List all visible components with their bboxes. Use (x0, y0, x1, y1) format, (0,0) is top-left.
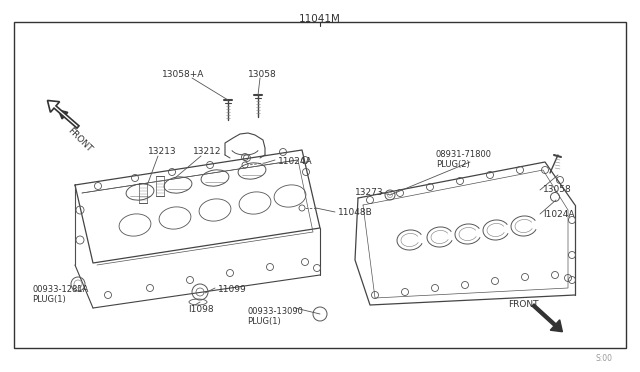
Text: FRONT: FRONT (66, 126, 93, 154)
Text: 13058+A: 13058+A (162, 70, 204, 79)
Text: 11024A: 11024A (278, 157, 312, 166)
FancyArrow shape (47, 100, 79, 128)
Text: 00933-13090
PLUG(1): 00933-13090 PLUG(1) (247, 307, 303, 326)
Text: 00933-1281A
PLUG(1): 00933-1281A PLUG(1) (32, 285, 88, 304)
Bar (14, 22, 626, 348)
Text: 08931-71800
PLUG(2): 08931-71800 PLUG(2) (436, 150, 492, 169)
Text: I1098: I1098 (188, 305, 214, 314)
Text: 11041M: 11041M (299, 14, 341, 24)
FancyArrow shape (532, 304, 563, 332)
Text: 13058: 13058 (248, 70, 276, 79)
Text: I1024A: I1024A (543, 210, 575, 219)
Text: FRONT: FRONT (508, 300, 538, 309)
Text: 13212: 13212 (193, 147, 221, 156)
Text: 13213: 13213 (148, 147, 177, 156)
Text: 11099: 11099 (218, 285, 247, 294)
Text: 11048B: 11048B (338, 208, 372, 217)
Text: 13273: 13273 (355, 188, 383, 197)
Text: S:00: S:00 (596, 354, 613, 363)
Text: 13058: 13058 (543, 185, 572, 194)
